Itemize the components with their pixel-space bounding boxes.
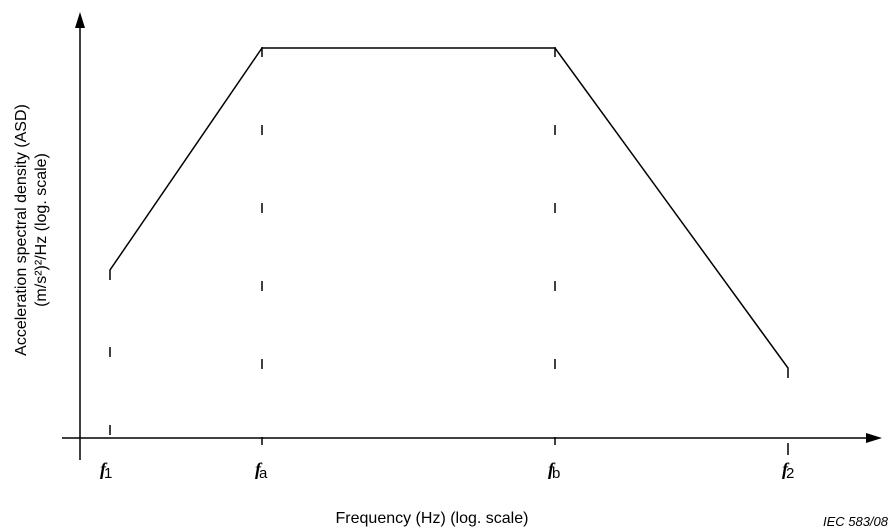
asd-profile (109, 47, 789, 378)
tick-symbol: f (548, 459, 556, 479)
y-label: (m/s²)²/Hz (log. scale) (33, 153, 50, 307)
y-label: Acceleration spectral density (ASD) (13, 104, 30, 356)
tick-subscript: a (259, 465, 268, 482)
tick-symbol: f (100, 459, 108, 479)
tick-symbol: f (782, 459, 790, 479)
y-arrow (75, 12, 85, 28)
x-tick-label: fa (255, 459, 268, 482)
footer: IEC 583/08 (823, 514, 889, 529)
x-tick-label: f2 (782, 459, 794, 482)
tick-subscript: 1 (104, 465, 112, 482)
x-tick-label: fb (548, 459, 560, 482)
x-tick-label: f1 (100, 459, 112, 482)
x-label: Frequency (Hz) (log. scale) (336, 510, 529, 527)
tick-subscript: 2 (786, 465, 794, 482)
x-arrow (866, 433, 882, 443)
tick-symbol: f (255, 459, 263, 479)
tick-subscript: b (552, 465, 560, 482)
